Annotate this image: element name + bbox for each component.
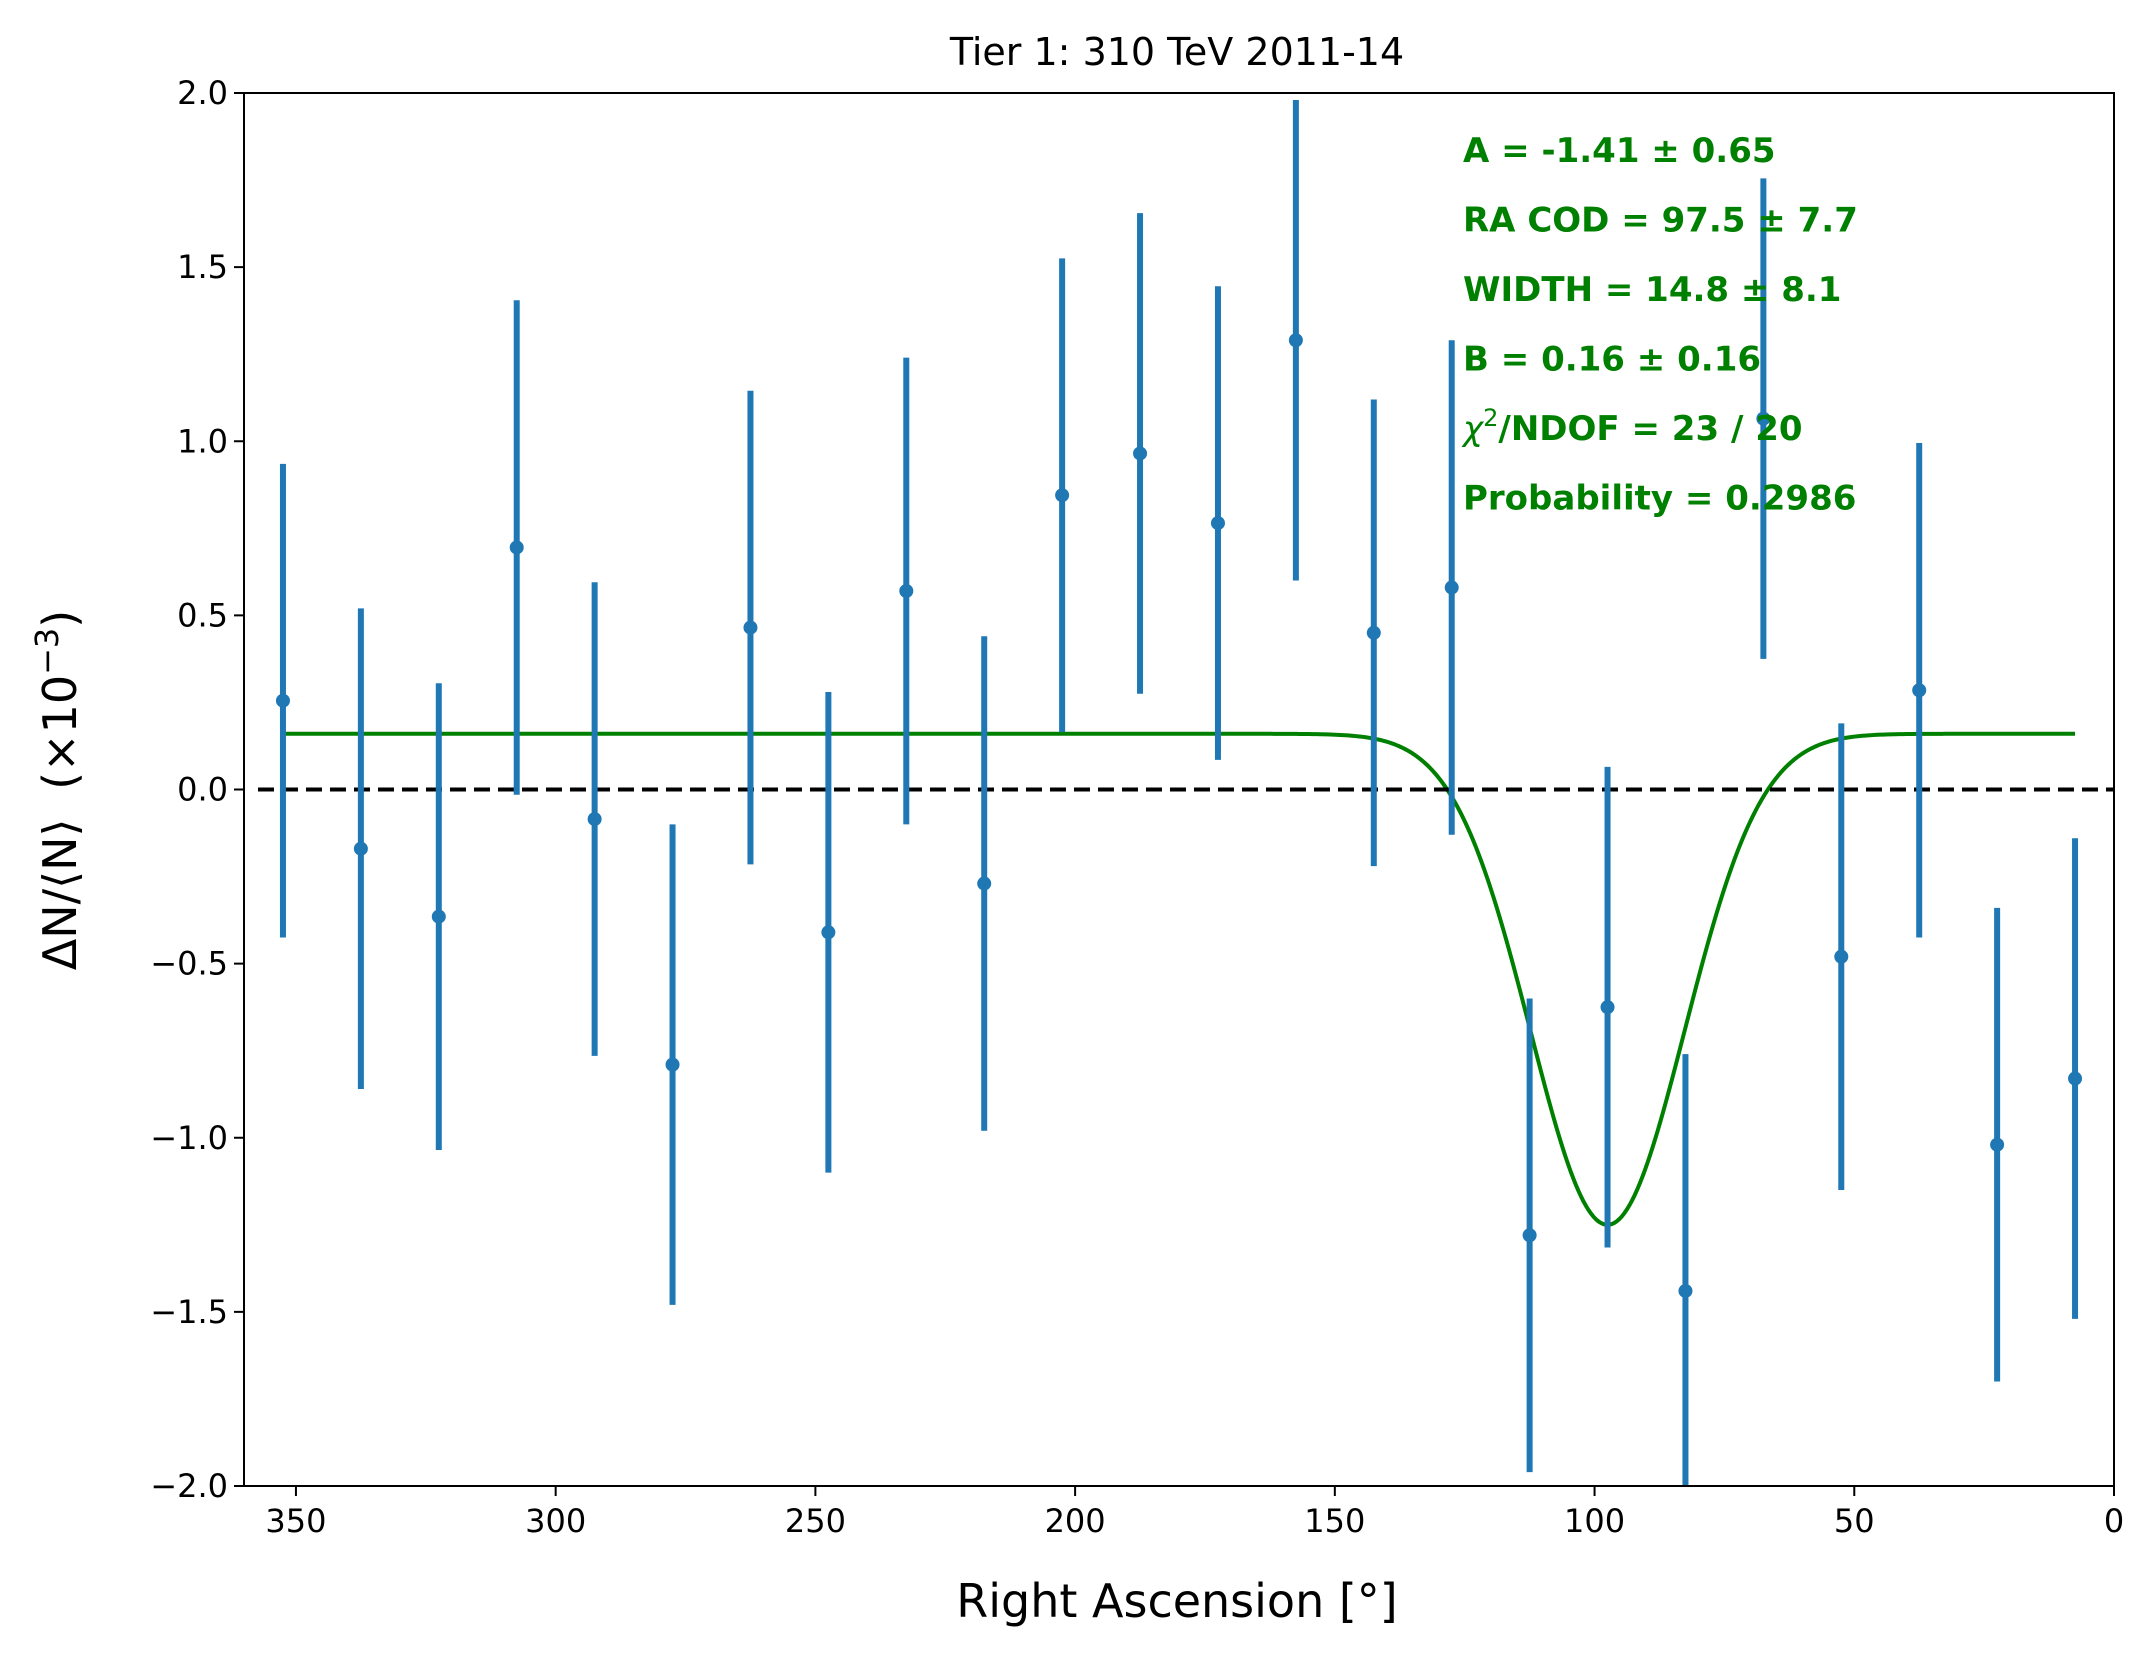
chi-superscript: 2 [1483,404,1498,432]
data-point [275,693,290,708]
data-point [1288,333,1303,348]
y-axis-title-close: ) [33,610,87,628]
data-point [977,876,992,891]
chart-title: Tier 1: 310 TeV 2011-14 [949,30,1404,74]
y-tick-label: 0.5 [177,596,228,634]
data-point [1990,1137,2005,1152]
chi-symbol: χ [1461,409,1485,449]
x-tick-label: 250 [785,1502,846,1540]
y-tick-label: 1.0 [177,422,228,460]
x-axis-title: Right Ascension [°] [956,1574,1398,1628]
y-tick-label: 1.5 [177,248,228,286]
data-point [587,812,602,827]
data-point [431,909,446,924]
fit-annotation: B = 0.16 ± 0.16 [1463,340,1761,380]
data-point [1210,516,1225,531]
data-point [1055,488,1070,503]
fit-curve-series [282,731,2076,1227]
data-point [353,841,368,856]
x-tick-label: 200 [1045,1502,1106,1540]
data-point [1366,625,1381,640]
x-tick-label: 150 [1304,1502,1365,1540]
chi-text: /NDOF = 23 / 20 [1498,409,1802,449]
fit-curve-layer [282,731,2076,1227]
y-tick-label: −1.0 [150,1119,228,1157]
data-point [1600,1000,1615,1015]
y-tick-label: −2.0 [150,1467,228,1505]
data-points-layer [275,333,2083,1298]
data-point [1756,411,1771,426]
data-point [1522,1228,1537,1243]
y-tick-label: −1.5 [150,1293,228,1331]
y-axis-title: ΔN/⟨N⟩ (×10−3) [28,610,87,970]
fit-annotation: WIDTH = 14.8 ± 8.1 [1463,270,1841,310]
fit-annotation: RA COD = 97.5 ± 7.7 [1463,201,1858,241]
fit-annotation: A = -1.41 ± 0.65 [1463,131,1776,171]
y-axis-ticks: 2.0 1.5 1.0 0.5 0.0 −0.5 −1.0 −1.5 −2.0 [150,74,244,1505]
x-tick-label: 350 [265,1502,326,1540]
fit-annotations: A = -1.41 ± 0.65 RA COD = 97.5 ± 7.7 WIDTH… [1461,131,1858,519]
y-axis-title-unit: (×10 [33,675,87,790]
data-point [1678,1283,1693,1298]
x-axis-ticks: 350 300 250 200 150 100 50 0 [265,1486,2124,1540]
y-axis-title-exponent: −3 [28,628,66,675]
y-tick-label: 0.0 [177,771,228,809]
data-point [1912,683,1927,698]
data-point [1133,446,1148,461]
data-point [743,620,758,635]
data-point [1444,580,1459,595]
fit-annotation: Probability = 0.2986 [1463,479,1856,519]
data-point [665,1057,680,1072]
data-point [1834,949,1849,964]
data-point [899,583,914,598]
y-axis-title-quantity: ΔN/⟨N⟩ [33,819,87,971]
data-point [2068,1071,2083,1086]
x-tick-label: 50 [1834,1502,1875,1540]
data-point [509,540,524,555]
x-tick-label: 0 [2104,1502,2124,1540]
data-point [821,925,836,940]
fit-annotation: χ2/NDOF = 23 / 20 [1461,404,1803,449]
x-tick-label: 300 [525,1502,586,1540]
x-tick-label: 100 [1564,1502,1625,1540]
y-tick-label: −0.5 [150,945,228,983]
y-tick-label: 2.0 [177,74,228,112]
